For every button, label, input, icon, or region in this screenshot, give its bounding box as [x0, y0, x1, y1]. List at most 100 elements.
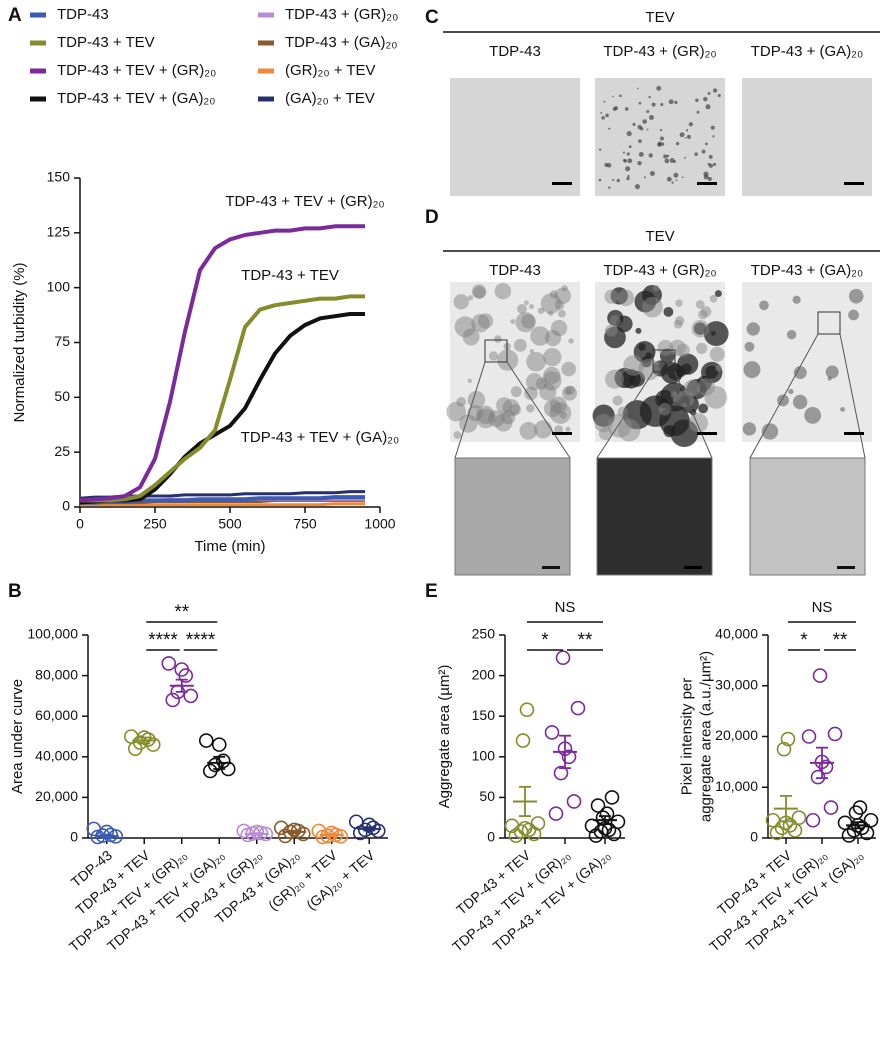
aggregate	[524, 300, 529, 306]
error-bar	[250, 832, 263, 836]
particle	[648, 153, 653, 158]
data-point	[810, 769, 826, 785]
aggregate	[549, 396, 567, 414]
error-bar	[100, 833, 113, 839]
error-bar	[599, 815, 611, 826]
data-point	[584, 818, 600, 834]
significance-label: *	[541, 630, 549, 651]
aggregate	[519, 421, 538, 440]
particle	[712, 162, 717, 167]
data-point	[548, 806, 564, 821]
particle	[712, 88, 718, 93]
y-axis-label: aggregate area (a.u./µm²)	[697, 651, 714, 822]
aggregate	[529, 304, 534, 310]
aggregate	[609, 315, 621, 327]
panel-header: TEV	[645, 228, 674, 245]
legend-label: TDP-43 + (GR)₂₀	[285, 6, 398, 23]
aggregate	[543, 347, 562, 367]
aggregate	[509, 403, 521, 416]
aggregate	[635, 327, 642, 334]
aggregate	[638, 358, 660, 381]
aggregate	[521, 314, 536, 329]
scale-bar	[542, 566, 560, 569]
error-bar	[213, 755, 226, 770]
particle	[671, 181, 674, 184]
particle	[626, 177, 630, 181]
data-point	[211, 737, 227, 752]
error-bar	[138, 736, 151, 745]
aggregate	[663, 306, 674, 317]
significance-label: **	[578, 630, 593, 651]
error-bar	[519, 785, 531, 817]
particle	[681, 176, 684, 179]
aggregate	[501, 409, 516, 425]
particle	[601, 116, 605, 120]
panel-letter: C	[425, 7, 439, 28]
legend-label: TDP-43	[57, 6, 109, 23]
particle	[608, 186, 611, 189]
zoom-connector	[596, 371, 654, 459]
legend-label: (GR)₂₀ + TEV	[285, 62, 376, 79]
particle	[638, 101, 642, 105]
zoom-image	[454, 457, 571, 576]
error-bar	[852, 821, 864, 830]
y-tick-label: 80,000	[35, 666, 78, 682]
aggregate	[714, 290, 722, 297]
aggregate	[510, 386, 522, 398]
y-tick-label: 200	[472, 666, 496, 682]
scale-bar	[697, 432, 717, 435]
data-point	[174, 662, 190, 677]
y-tick-label: 25	[54, 443, 70, 459]
x-tick-label: 250	[143, 516, 167, 532]
particle	[679, 132, 685, 138]
significance-label: ****	[148, 630, 178, 651]
data-point	[782, 818, 798, 833]
particle	[703, 171, 709, 177]
aggregate	[496, 397, 512, 414]
aggregate	[543, 366, 561, 385]
aggregate	[594, 413, 613, 433]
error-bar	[559, 734, 571, 770]
y-tick-label: 150	[472, 707, 496, 723]
micrograph	[595, 78, 725, 196]
aggregate	[804, 406, 822, 424]
x-tick-label: 0	[76, 516, 84, 532]
column-label: TDP-43 + (GA)₂₀	[751, 43, 864, 60]
aggregate	[554, 425, 564, 435]
particle	[666, 154, 670, 158]
aggregate	[617, 418, 641, 442]
data-point	[805, 812, 821, 828]
data-point	[604, 790, 620, 805]
aggregate	[561, 285, 568, 292]
aggregate	[657, 339, 674, 356]
data-point	[207, 757, 223, 773]
significance-label: ****	[186, 630, 216, 651]
aggregate	[494, 282, 512, 300]
aggregate	[562, 385, 577, 401]
particle	[627, 174, 630, 178]
x-tick-label: 750	[293, 516, 317, 532]
aggregate	[462, 328, 480, 346]
particle	[708, 154, 713, 159]
zoom-connector	[506, 361, 571, 459]
particle	[642, 119, 647, 124]
aggregate	[542, 371, 562, 391]
aggregate	[696, 342, 708, 354]
y-tick-label: 30,000	[715, 676, 758, 692]
data-point	[769, 825, 785, 841]
column-label: TDP-43 + (GA)₂₀	[751, 262, 864, 279]
legend-label: TDP-43 + TEV + (GR)₂₀	[57, 62, 216, 79]
legend-label: (GA)₂₀ + TEV	[285, 90, 375, 107]
aggregate	[478, 313, 494, 329]
data-point	[561, 749, 577, 765]
particle	[707, 176, 712, 182]
data-point	[273, 820, 289, 836]
aggregate	[467, 295, 474, 301]
data-point	[555, 650, 571, 666]
particle	[646, 128, 649, 131]
data-point	[544, 725, 560, 740]
aggregate	[467, 378, 472, 383]
aggregate	[761, 423, 779, 440]
data-point	[519, 702, 535, 718]
